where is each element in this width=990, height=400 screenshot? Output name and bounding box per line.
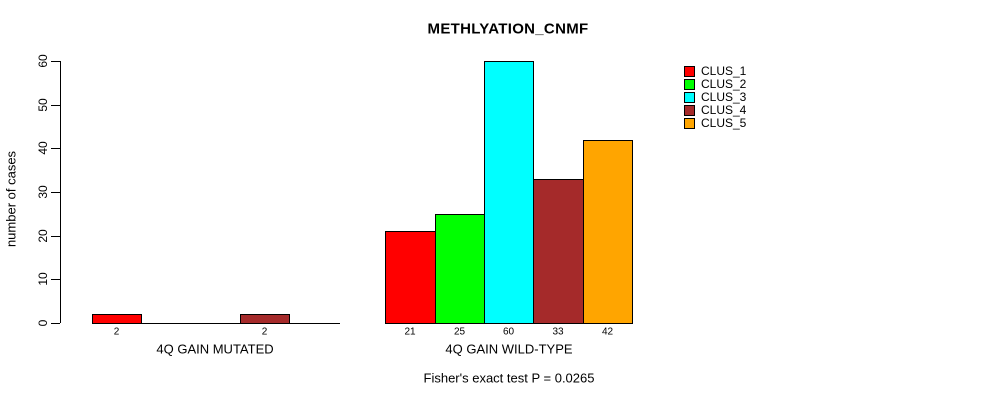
y-tick	[51, 192, 60, 193]
y-axis-title: number of cases	[3, 150, 19, 248]
chart-title: METHLYATION_CNMF	[427, 20, 589, 38]
y-tick-label: 30	[36, 185, 50, 199]
bar-clus_3	[484, 61, 534, 324]
legend-swatch	[684, 118, 695, 129]
legend-swatch	[684, 79, 695, 90]
bar-clus_4	[240, 314, 290, 324]
bar-value-label: 2	[113, 326, 120, 338]
bar-value-label: 42	[601, 326, 614, 338]
legend-item: CLUS_1	[684, 65, 746, 78]
bar-clus_2	[435, 214, 485, 324]
legend-item-label: CLUS_1	[701, 64, 747, 78]
bar-clus_1	[92, 314, 142, 324]
y-tick-label: 10	[36, 272, 50, 286]
group-baseline	[92, 323, 340, 324]
bar-clus_1	[385, 231, 436, 324]
legend-item: CLUS_3	[684, 91, 746, 104]
y-tick-label: 40	[36, 141, 50, 155]
legend-swatch	[684, 66, 695, 77]
y-tick	[51, 148, 60, 149]
bar-clus_4	[533, 179, 584, 324]
legend-swatch	[684, 92, 695, 103]
y-tick	[51, 236, 60, 237]
y-tick-label: 60	[36, 54, 50, 68]
group-label-mutated: 4Q GAIN MUTATED	[156, 341, 274, 357]
bar-value-label: 33	[552, 326, 564, 338]
y-tick	[51, 279, 60, 280]
bar-value-label: 21	[404, 326, 416, 338]
y-tick-label: 20	[36, 229, 50, 243]
y-axis-line	[60, 61, 61, 323]
bar-clus_5	[583, 140, 633, 324]
bar-value-label: 2	[261, 326, 268, 338]
bar-value-label: 60	[502, 326, 515, 338]
legend-item: CLUS_4	[684, 104, 746, 117]
legend: CLUS_1 CLUS_2 CLUS_3 CLUS_4 CLUS_5	[684, 65, 746, 130]
legend-item-label: CLUS_3	[701, 90, 747, 104]
y-tick	[51, 61, 60, 62]
group-label-wildtype: 4Q GAIN WILD-TYPE	[445, 341, 573, 357]
legend-swatch	[684, 105, 695, 116]
y-tick-label: 0	[36, 319, 50, 327]
legend-item-label: CLUS_4	[701, 103, 747, 117]
y-tick	[51, 323, 60, 324]
y-tick	[51, 105, 60, 106]
annotation-text: Fisher's exact test P = 0.0265	[423, 370, 595, 386]
legend-item-label: CLUS_5	[701, 116, 747, 130]
legend-item-label: CLUS_2	[701, 77, 747, 91]
legend-item: CLUS_2	[684, 78, 746, 91]
y-tick-label: 50	[36, 98, 50, 112]
bar-value-label: 25	[453, 326, 466, 338]
legend-item: CLUS_5	[684, 117, 746, 130]
